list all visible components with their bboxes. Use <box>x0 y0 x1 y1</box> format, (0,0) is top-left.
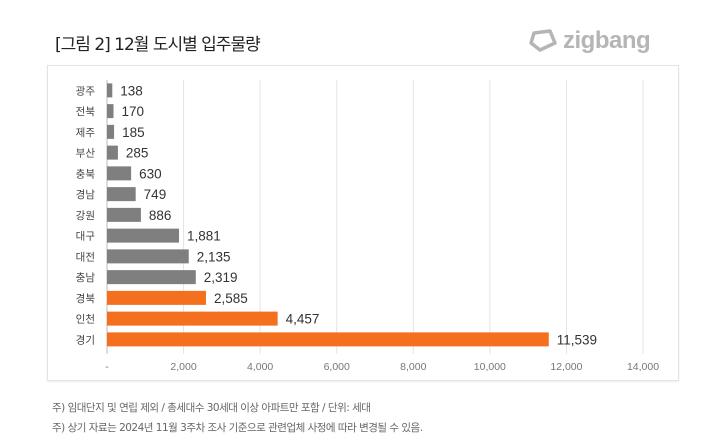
logo-text: zigbang <box>563 27 651 54</box>
x-tick-label: 4,000 <box>247 361 273 373</box>
data-label: 138 <box>120 83 143 98</box>
data-label: 285 <box>126 146 149 161</box>
category-label: 대구 <box>76 231 96 243</box>
bar <box>107 207 141 222</box>
category-label: 부산 <box>76 148 96 160</box>
zigbang-logo-icon <box>529 29 557 52</box>
category-label: 충남 <box>76 272 96 284</box>
footnote-2: 주) 상기 자료는 2024년 11월 3주차 조사 기준으로 관련업체 사정에… <box>52 422 423 434</box>
category-label: 제주 <box>76 127 96 139</box>
bar <box>107 145 118 160</box>
category-label: 대전 <box>76 251 95 263</box>
category-label: 충북 <box>76 168 96 180</box>
data-label: 2,319 <box>204 270 238 285</box>
x-tick-label: - <box>105 361 109 373</box>
data-label: 2,585 <box>214 291 248 306</box>
bar <box>107 228 180 243</box>
bar <box>107 104 114 119</box>
footnote-1: 주) 임대단지 및 연립 제외 / 총세대수 30세대 이상 아파트만 포함 /… <box>52 402 371 414</box>
bar <box>107 311 278 326</box>
data-label: 886 <box>149 208 172 223</box>
category-label: 경기 <box>76 333 95 346</box>
data-label: 185 <box>122 125 145 140</box>
bar <box>107 270 196 285</box>
category-label: 인천 <box>76 314 95 326</box>
x-tick-label: 8,000 <box>400 361 426 373</box>
data-label: 11,539 <box>557 332 597 347</box>
category-label: 광주 <box>76 85 96 97</box>
bar <box>107 332 549 347</box>
data-label: 2,135 <box>197 249 231 264</box>
x-tick-label: 14,000 <box>627 361 659 373</box>
bar <box>107 124 115 139</box>
data-label: 749 <box>144 187 167 202</box>
data-label: 1,881 <box>187 229 221 244</box>
bar <box>107 83 113 98</box>
category-label: 강원 <box>76 210 95 222</box>
category-label: 경북 <box>76 292 96 305</box>
page-title: [그림 2] 12월 도시별 입주물량 <box>55 35 261 55</box>
x-tick-label: 2,000 <box>170 361 196 373</box>
bar <box>107 290 206 305</box>
category-label: 경남 <box>76 188 96 201</box>
x-tick-label: 6,000 <box>324 361 350 373</box>
bar <box>107 187 136 202</box>
x-tick-label: 12,000 <box>550 361 582 373</box>
data-label: 170 <box>122 104 145 119</box>
bar <box>107 249 189 264</box>
data-label: 4,457 <box>286 312 320 327</box>
bar <box>107 166 132 181</box>
category-label: 전북 <box>76 106 96 118</box>
data-label: 630 <box>139 166 162 181</box>
x-tick-label: 10,000 <box>474 361 506 373</box>
zigbang-logo: zigbang <box>528 27 651 55</box>
chart-frame <box>47 65 679 381</box>
